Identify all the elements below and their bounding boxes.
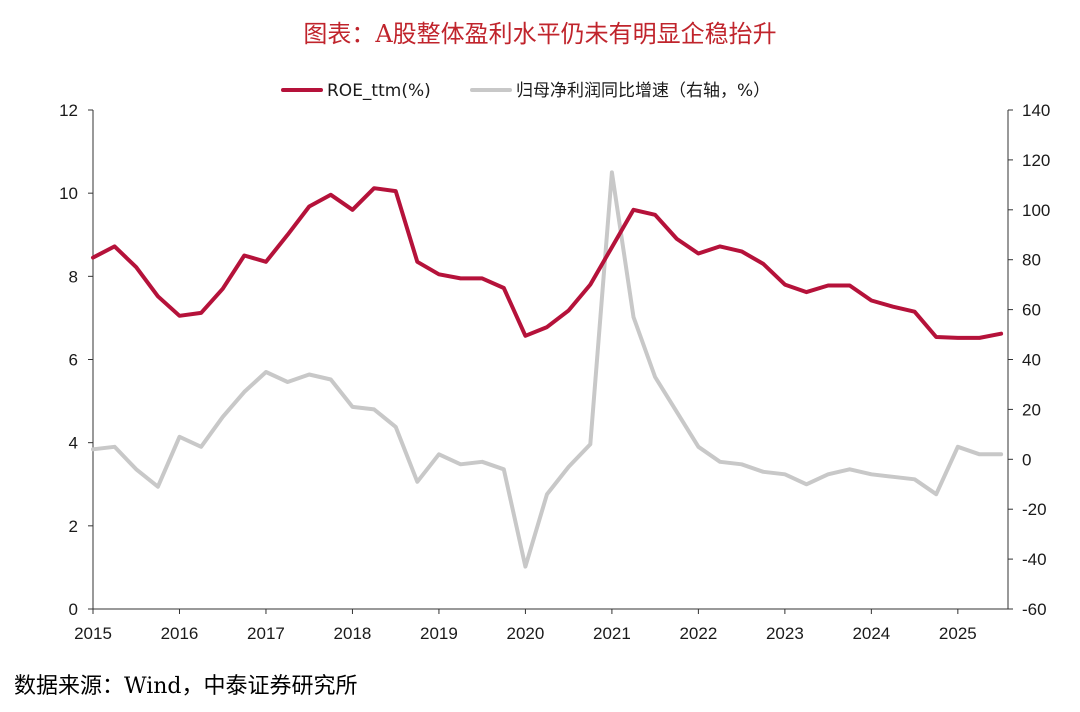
x-tick-label: 2020 [507, 624, 545, 643]
series-lines [91, 170, 1004, 569]
y-right-tick-label: -40 [1022, 550, 1047, 569]
y-right-tick-label: 40 [1022, 351, 1041, 370]
x-tick-label: 2016 [161, 624, 199, 643]
roe-series-line [91, 186, 1004, 340]
y-left-tick-label: 0 [69, 600, 78, 619]
x-tick-label: 2021 [593, 624, 631, 643]
y-left-tick-label: 10 [59, 184, 78, 203]
y-right-tick-label: 140 [1022, 101, 1050, 120]
y-right-tick-label: 20 [1022, 400, 1041, 419]
legend: ROE_ttm(%) 归母净利润同比增速（右轴，%） [281, 81, 770, 101]
x-tick-label: 2025 [939, 624, 977, 643]
y-right-tick-label: 80 [1022, 251, 1041, 270]
x-tick-label: 2022 [679, 624, 717, 643]
y-left-tick-label: 4 [69, 434, 78, 453]
x-tick-label: 2019 [420, 624, 458, 643]
legend-label-growth: 归母净利润同比增速（右轴，%） [516, 81, 770, 101]
chart-title: 图表：A股整体盈利水平仍未有明显企稳抬升 [303, 20, 777, 48]
x-tick-label: 2024 [852, 624, 890, 643]
y-right-tick-label: 120 [1022, 151, 1050, 170]
y-left-tick-label: 8 [69, 267, 78, 286]
x-tick-label: 2023 [766, 624, 804, 643]
y-right-tick-label: -20 [1022, 500, 1047, 519]
axes: 0 2 4 6 8 10 12 -60 -40 -20 0 20 40 60 80 100 120 140 2015… [59, 101, 1050, 643]
y-right-tick-label: 100 [1022, 201, 1050, 220]
y-right-tick-label: 60 [1022, 301, 1041, 320]
x-tick-label: 2015 [74, 624, 112, 643]
y-left-tick-label: 12 [59, 101, 78, 120]
y-right-tick-label: 0 [1022, 450, 1031, 469]
y-left-tick-label: 6 [69, 351, 78, 370]
source-note: 数据来源：Wind，中泰证券研究所 [14, 674, 358, 699]
y-right-tick-label: -60 [1022, 600, 1047, 619]
x-tick-label: 2017 [247, 624, 285, 643]
profit-growth-series-line [91, 170, 1004, 569]
x-tick-label: 2018 [334, 624, 372, 643]
y-left-tick-label: 2 [69, 517, 78, 536]
legend-label-roe: ROE_ttm(%) [327, 81, 431, 101]
